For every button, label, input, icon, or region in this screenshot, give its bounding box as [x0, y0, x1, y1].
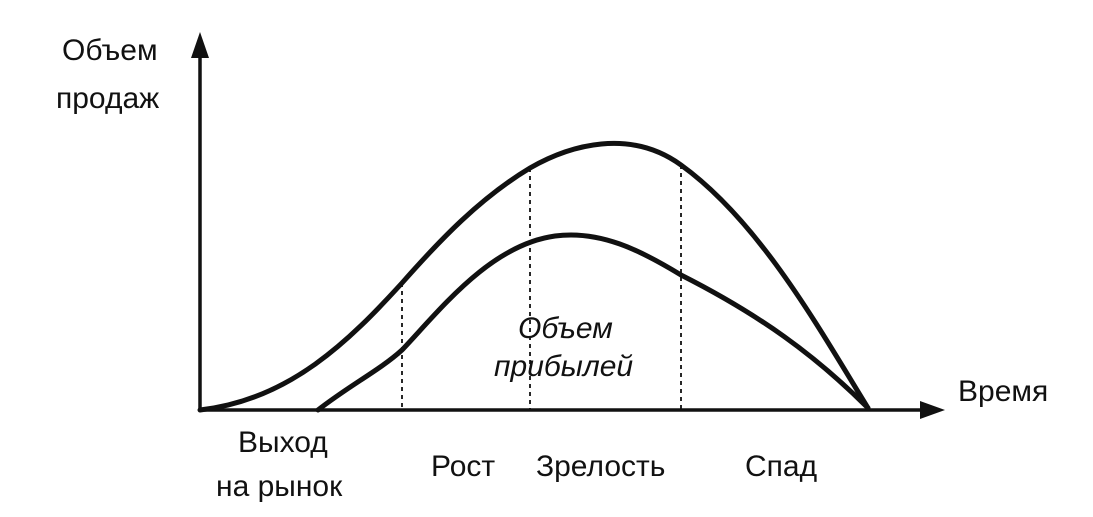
stage-decline: Спад [745, 450, 817, 483]
stage-introduction-line1: Выход [238, 426, 328, 459]
profit-label-line1: Объем [518, 312, 613, 345]
x-axis-arrow-icon [920, 401, 945, 419]
y-axis-label-line2: продаж [56, 82, 159, 115]
stage-introduction-line2: на рынок [216, 470, 343, 503]
sales-volume-curve [197, 140, 871, 413]
stage-growth: Рост [431, 450, 495, 483]
stage-maturity: Зрелость [536, 450, 665, 483]
x-axis-label: Время [958, 375, 1048, 408]
y-axis-label-line1: Объем [62, 34, 158, 67]
profit-volume-curve [315, 232, 871, 413]
profit-label-line2: прибылей [494, 350, 633, 383]
y-axis-arrow-icon [191, 32, 209, 58]
